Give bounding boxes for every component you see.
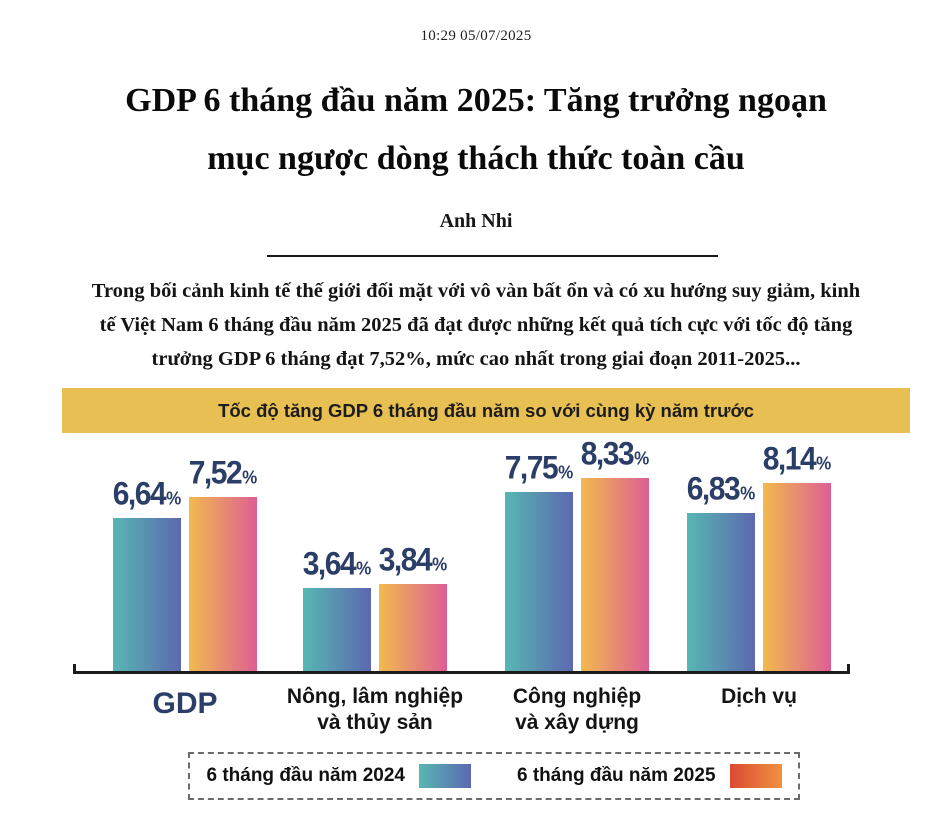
gdp-growth-chart: Tốc độ tăng GDP 6 tháng đầu năm so với c… [62, 388, 910, 808]
bar-2025 [763, 483, 831, 674]
x-axis-baseline [73, 664, 850, 674]
bar-value-label: 3,64% [302, 546, 372, 582]
byline-divider [267, 255, 718, 257]
category-label: Nông, lâm nghiệp và thủy sản [286, 685, 464, 734]
bar-2024 [687, 513, 755, 674]
page-title: GDP 6 tháng đầu năm 2025: Tăng trưởng ng… [36, 72, 916, 188]
bar-group: 6,64% 7,52% [112, 455, 258, 674]
legend-label-2025: 6 tháng đầu năm 2025 [517, 765, 716, 786]
legend-swatch-2024-icon [419, 764, 471, 788]
bar-column: 8,33% [580, 436, 650, 674]
bar-column: 8,14% [762, 441, 832, 674]
lead-line-3: trưởng GDP 6 tháng đạt 7,52%, mức cao nh… [151, 348, 801, 370]
bar-column: 3,64% [302, 546, 372, 674]
bar-value-label: 8,33% [580, 436, 650, 472]
legend-item-2025: 6 tháng đầu năm 2025 [517, 764, 782, 788]
lead-paragraph: Trong bối cảnh kinh tế thế giới đối mặt … [16, 274, 936, 376]
category-label: GDP [152, 687, 218, 720]
lead-line-1: Trong bối cảnh kinh tế thế giới đối mặt … [91, 280, 861, 302]
legend-swatch-2025-icon [729, 764, 782, 788]
bar-column: 7,75% [504, 450, 574, 674]
bar-value-label: 8,14% [762, 441, 832, 477]
legend-label-2024: 6 tháng đầu năm 2024 [206, 765, 405, 786]
bar-2025 [581, 478, 649, 674]
bar-group: 7,75% 8,33% [504, 436, 650, 674]
bar-value-label: 7,75% [504, 450, 574, 486]
lead-line-2: tế Việt Nam 6 tháng đầu năm 2025 đã đạt … [99, 314, 853, 336]
bar-value-label: 6,83% [686, 471, 756, 507]
author-byline: Anh Nhi [439, 210, 513, 232]
bar-value-label: 3,84% [378, 542, 448, 578]
bar-2024 [505, 492, 573, 674]
bar-column: 6,64% [112, 476, 182, 674]
bar-group: 6,83% 8,14% [686, 441, 832, 674]
page-title-line-1: GDP 6 tháng đầu năm 2025: Tăng trưởng ng… [125, 82, 827, 119]
category-label: Dịch vụ [721, 685, 797, 708]
bar-group: 3,64% 3,84% [302, 542, 448, 674]
bar-2025 [379, 584, 447, 674]
chart-title-banner: Tốc độ tăng GDP 6 tháng đầu năm so với c… [62, 388, 910, 433]
category-labels: GDP Nông, lâm nghiệp và thủy sản Công nghi… [62, 684, 910, 744]
legend-item-2024: 6 tháng đầu năm 2024 [206, 764, 471, 788]
article-timestamp: 10:29 05/07/2025 [420, 28, 532, 44]
bar-2024 [113, 518, 181, 674]
category-label: Công nghiệp và xây dựng [512, 685, 642, 734]
bar-column: 6,83% [686, 471, 756, 674]
bar-2024 [303, 588, 371, 674]
chart-legend: 6 tháng đầu năm 2024 6 tháng đầu năm 202… [188, 752, 800, 800]
chart-plot-area: 6,83% 8,14% 7,75% 8,33% 3,64% 3,84% 6,64% 7,52% [62, 433, 910, 674]
page-title-line-2: mục ngược dòng thách thức toàn cầu [207, 140, 745, 177]
bar-value-label: 6,64% [112, 476, 182, 512]
bar-column: 7,52% [188, 455, 258, 674]
bar-value-label: 7,52% [188, 455, 258, 491]
bar-column: 3,84% [378, 542, 448, 674]
bar-2025 [189, 497, 257, 674]
